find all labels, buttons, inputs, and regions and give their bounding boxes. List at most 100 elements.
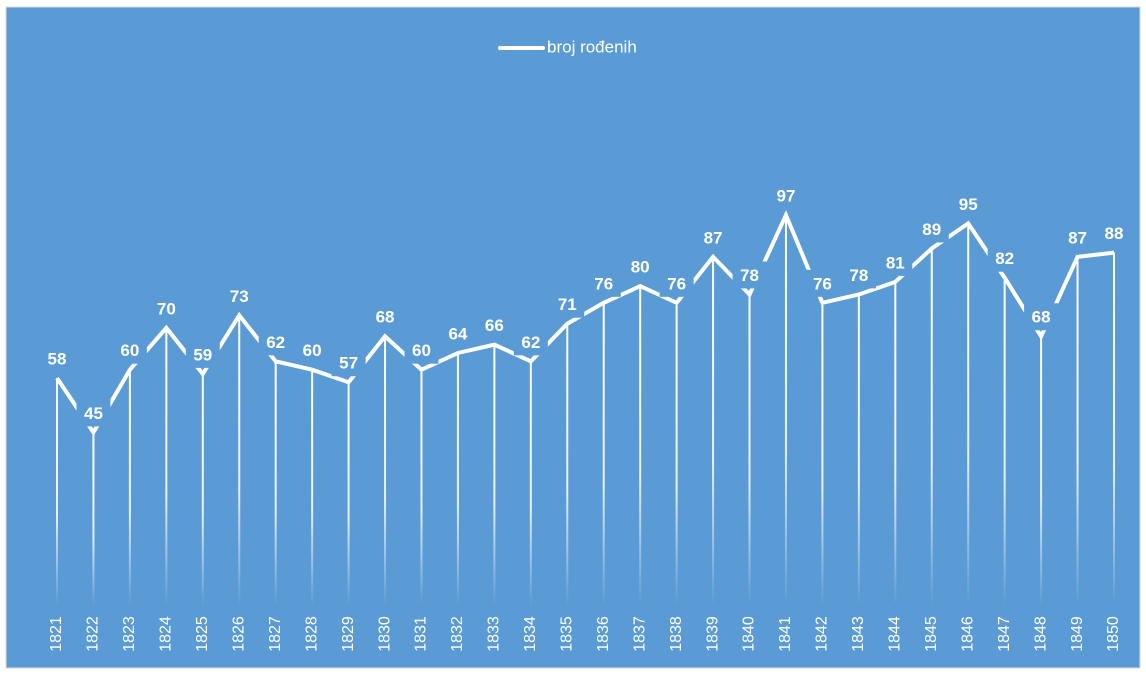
drop-line [639, 286, 642, 605]
x-tick-label: 1829 [340, 616, 357, 652]
x-tick-label: 1840 [741, 616, 758, 652]
label-background [222, 282, 257, 310]
drop-line [420, 369, 423, 605]
label-background [477, 311, 512, 339]
drop-line [456, 352, 459, 605]
drop-line [1040, 336, 1043, 605]
drop-line [967, 223, 970, 605]
label-background [914, 215, 949, 243]
x-tick-label: 1821 [48, 616, 65, 652]
drop-line [311, 369, 314, 605]
data-label: 62 [266, 333, 285, 352]
label-background [331, 349, 366, 377]
drop-line [56, 378, 58, 605]
x-tick-label: 1832 [449, 616, 466, 652]
data-label: 76 [667, 274, 686, 293]
x-tick-label: 1842 [814, 616, 831, 652]
label-background [1060, 223, 1095, 251]
data-label: 78 [849, 266, 868, 285]
x-tick-label: 1822 [85, 616, 102, 652]
x-tick-label: 1830 [376, 616, 393, 652]
label-background [258, 328, 293, 356]
x-tick-label: 1838 [668, 616, 685, 652]
data-label: 45 [84, 404, 103, 423]
x-tick-label: 1828 [303, 616, 320, 652]
data-label: 76 [594, 274, 613, 293]
label-background [696, 223, 731, 251]
data-label: 78 [740, 266, 759, 285]
x-tick-label: 1833 [486, 616, 503, 652]
label-background [659, 269, 694, 297]
label-background [623, 253, 658, 281]
data-label: 59 [193, 345, 212, 364]
data-label: 80 [631, 258, 650, 277]
data-label: 95 [959, 195, 978, 214]
drop-line [1003, 277, 1006, 605]
label-background [440, 319, 475, 347]
data-label: 73 [230, 287, 249, 306]
x-tick-label: 1849 [1069, 616, 1086, 652]
data-label: 58 [48, 350, 67, 369]
label-background [586, 269, 621, 297]
x-tick-label: 1839 [704, 616, 721, 652]
x-tick-label: 1831 [413, 616, 430, 652]
data-label: 88 [1105, 224, 1124, 243]
drop-line [1076, 256, 1079, 605]
x-tick-label: 1826 [230, 616, 247, 652]
x-tick-label: 1846 [959, 616, 976, 652]
data-label: 87 [704, 228, 723, 247]
label-background [76, 399, 111, 427]
drop-line [274, 361, 277, 605]
x-tick-label: 1841 [777, 616, 794, 652]
label-background [185, 340, 220, 368]
x-tick-label: 1837 [631, 616, 648, 652]
x-tick-label: 1847 [996, 616, 1013, 652]
drop-line [201, 373, 204, 605]
label-background [550, 290, 585, 318]
drop-line [165, 327, 168, 605]
label-background [951, 190, 986, 218]
data-label: 71 [558, 295, 577, 314]
drop-line [602, 302, 605, 605]
label-background [878, 248, 913, 276]
label-background [768, 182, 803, 210]
label-background [805, 269, 840, 297]
chart-background [5, 6, 1141, 669]
label-background [513, 328, 548, 356]
drop-line [712, 256, 715, 605]
x-tick-label: 1836 [595, 616, 612, 652]
drop-line [529, 361, 532, 605]
data-label: 64 [448, 324, 467, 343]
drop-line [128, 369, 131, 605]
data-label: 60 [412, 341, 431, 360]
drop-line [784, 215, 787, 606]
data-label: 81 [886, 253, 905, 272]
x-tick-label: 1823 [121, 616, 138, 652]
data-label: 57 [339, 354, 358, 373]
label-background [404, 336, 439, 364]
data-label: 89 [922, 220, 941, 239]
drop-line [1113, 252, 1115, 605]
x-tick-label: 1835 [558, 616, 575, 652]
drop-line [566, 323, 569, 605]
label-background [40, 345, 74, 373]
label-background [841, 261, 876, 289]
line [55, 210, 1115, 437]
x-tick-label: 1827 [267, 616, 284, 652]
drop-line [857, 294, 860, 605]
drop-line [92, 432, 95, 605]
x-tick-label: 1845 [923, 616, 940, 652]
legend-label: broj rođenih [547, 37, 637, 56]
drop-line [748, 294, 751, 605]
data-label: 76 [813, 274, 832, 293]
drop-line [930, 248, 933, 606]
drop-line [493, 344, 496, 605]
data-label: 62 [521, 333, 540, 352]
data-label: 70 [157, 299, 176, 318]
drop-line [384, 336, 387, 605]
x-tick-label: 1848 [1032, 616, 1049, 652]
drop-line [821, 302, 824, 605]
label-background [732, 261, 767, 289]
data-label: 82 [995, 249, 1014, 268]
